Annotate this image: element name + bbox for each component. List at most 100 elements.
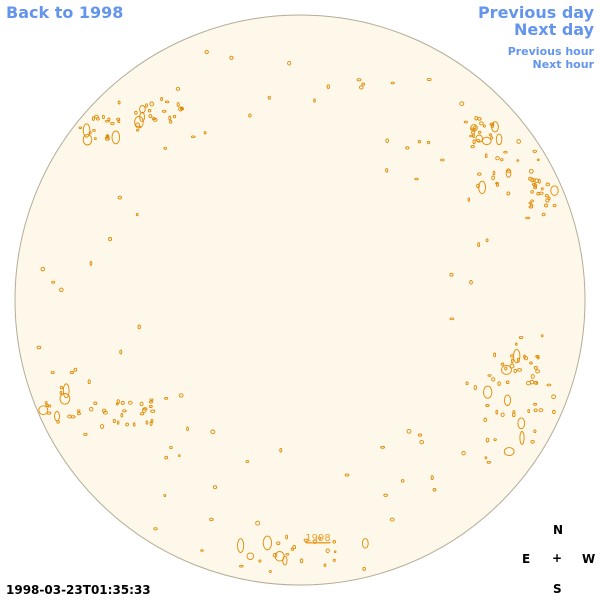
- contour-mark: [465, 381, 469, 386]
- contour-mark: [180, 107, 184, 111]
- compass-west: W: [582, 552, 596, 566]
- contour-mark: [117, 120, 121, 123]
- contour-mark: [380, 446, 386, 449]
- contour-mark: [417, 433, 423, 437]
- contour-mark: [175, 86, 181, 91]
- contour-mark: [497, 381, 501, 386]
- contour-mark: [190, 135, 196, 139]
- year-link[interactable]: 1998: [305, 533, 330, 544]
- contour-mark: [116, 420, 120, 425]
- contour-mark: [543, 203, 549, 208]
- contour-mark: [506, 191, 511, 196]
- contour-mark: [506, 169, 512, 173]
- contour-mark: [178, 393, 184, 398]
- contour-mark: [59, 390, 63, 395]
- contour-mark: [469, 134, 474, 138]
- contour-mark: [50, 370, 55, 375]
- contour-mark: [38, 405, 49, 416]
- previous-day-link[interactable]: Previous day: [477, 3, 594, 22]
- contour-mark: [134, 110, 138, 115]
- contour-mark: [290, 547, 295, 551]
- contour-mark: [419, 439, 425, 445]
- contour-mark: [389, 517, 395, 522]
- contour-mark: [517, 368, 522, 372]
- contour-mark: [432, 488, 437, 492]
- contour-mark: [139, 111, 145, 123]
- contour-mark: [482, 124, 486, 128]
- contour-mark: [125, 422, 129, 427]
- contour-mark: [169, 120, 173, 124]
- contour-mark: [178, 106, 183, 112]
- contour-mark: [176, 102, 180, 107]
- previous-hour-link[interactable]: Previous hour: [507, 45, 594, 58]
- contour-mark: [267, 95, 271, 100]
- contour-mark: [229, 55, 234, 60]
- contour-mark: [385, 138, 390, 143]
- contour-mark: [239, 564, 244, 568]
- contour-mark: [390, 81, 395, 85]
- contour-mark: [209, 517, 214, 522]
- contour-mark: [385, 168, 389, 173]
- contour-mark: [535, 381, 539, 385]
- contour-mark: [495, 182, 500, 187]
- back-to-year-link[interactable]: Back to 1998: [6, 3, 124, 22]
- contour-mark: [279, 447, 283, 453]
- contour-mark: [513, 368, 517, 374]
- contour-mark: [67, 414, 72, 419]
- contour-mark: [168, 115, 172, 121]
- contour-mark: [139, 105, 146, 114]
- contour-mark: [169, 445, 173, 450]
- contour-mark: [258, 559, 262, 563]
- contour-mark: [500, 158, 504, 162]
- contour-mark: [150, 409, 156, 413]
- contour-mark: [285, 534, 288, 540]
- contour-mark: [545, 182, 551, 187]
- contour-mark: [516, 357, 520, 363]
- contour-mark: [517, 417, 526, 430]
- contour-mark: [484, 153, 488, 159]
- contour-mark: [135, 128, 140, 132]
- contour-mark: [255, 520, 261, 526]
- contour-mark: [530, 439, 535, 444]
- contour-mark: [149, 101, 154, 107]
- contour-mark: [359, 85, 364, 90]
- contour-mark: [509, 363, 515, 369]
- contour-mark: [148, 400, 154, 404]
- contour-mark: [325, 548, 330, 553]
- contour-mark: [504, 366, 508, 371]
- contour-mark: [430, 475, 434, 480]
- contour-mark: [449, 272, 454, 277]
- contour-mark: [485, 437, 490, 443]
- contour-mark: [495, 409, 499, 415]
- contour-mark: [59, 393, 71, 405]
- contour-mark: [491, 175, 495, 181]
- contour-mark: [262, 535, 273, 551]
- contour-mark: [472, 127, 476, 132]
- contour-mark: [406, 428, 412, 434]
- next-hour-link[interactable]: Next hour: [532, 58, 595, 71]
- contour-mark: [541, 212, 546, 217]
- contour-mark: [135, 122, 140, 127]
- contour-mark: [417, 140, 422, 144]
- contour-mark: [102, 410, 108, 415]
- contour-mark: [485, 238, 489, 243]
- contour-mark: [472, 139, 476, 145]
- contour-mark: [36, 345, 42, 350]
- contour-mark: [178, 454, 181, 457]
- contour-mark: [469, 280, 473, 285]
- contour-mark: [474, 116, 479, 121]
- contour-mark: [117, 195, 122, 200]
- contour-mark: [512, 410, 516, 414]
- contour-mark: [529, 361, 533, 365]
- contour-mark: [186, 426, 189, 431]
- contour-mark: [137, 324, 141, 330]
- contour-mark: [149, 398, 154, 401]
- contour-mark: [511, 358, 514, 364]
- contour-mark: [493, 352, 497, 358]
- next-day-link[interactable]: Next day: [514, 20, 594, 39]
- contour-mark: [533, 429, 537, 433]
- contour-mark: [246, 552, 255, 560]
- contour-mark: [481, 136, 492, 146]
- contour-mark: [530, 199, 534, 203]
